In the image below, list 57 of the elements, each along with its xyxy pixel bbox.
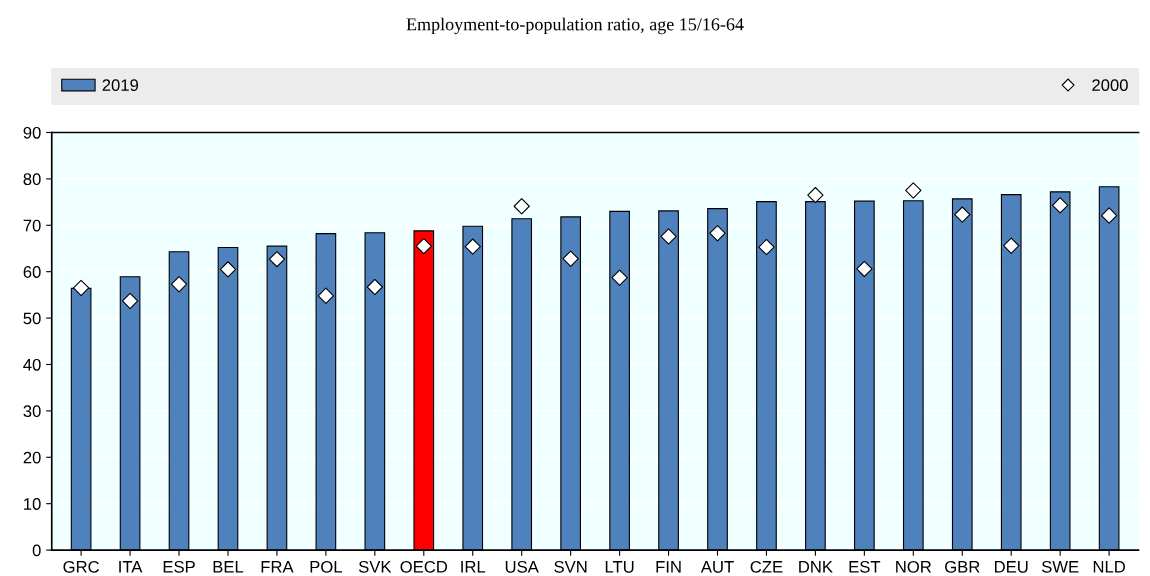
- x-tick-label: ESP: [163, 560, 195, 573]
- point: [709, 225, 726, 242]
- point: [366, 278, 383, 296]
- x-tick-label: NOR: [896, 560, 932, 573]
- x-tick-label: SWE: [1041, 560, 1079, 573]
- x-tick-label: EST: [849, 560, 881, 573]
- y-tick-label: 80: [23, 173, 41, 186]
- point: [758, 238, 775, 256]
- legend-label: 2000: [1092, 79, 1128, 92]
- x-tick-label: LTU: [605, 561, 634, 573]
- y-tick-label: 40: [23, 358, 41, 371]
- y-tick-label: 70: [23, 219, 41, 232]
- x-tick-label: CZE: [750, 560, 783, 573]
- point: [72, 279, 90, 297]
- x-tick-label: SVK: [358, 560, 392, 573]
- x-tick-label: FRA: [261, 561, 294, 573]
- x-tick-label: GRC: [63, 560, 99, 573]
- point: [1052, 197, 1069, 214]
- point: [1003, 237, 1020, 254]
- y-tick-label: 90: [23, 126, 41, 139]
- point: [268, 250, 286, 268]
- point: [562, 250, 579, 267]
- point: [905, 182, 922, 199]
- point: [954, 206, 971, 223]
- x-tick-label: FIN: [656, 561, 681, 573]
- x-tick-label: DEU: [995, 561, 1028, 573]
- point: [121, 292, 139, 310]
- legend-label: 2019: [102, 79, 139, 92]
- point: [415, 237, 432, 255]
- y-tick-label: 60: [23, 266, 41, 278]
- x-tick-label: SVN: [554, 560, 587, 573]
- y-tick-label: 50: [23, 312, 41, 325]
- y-tick-label: 20: [23, 451, 41, 464]
- point: [856, 260, 873, 278]
- x-tick-label: NLD: [1093, 561, 1125, 573]
- point: [611, 269, 628, 286]
- chart-title: Employment-to-population ratio, age 15/16-64: [406, 17, 744, 35]
- x-tick-label: BEL: [213, 561, 244, 573]
- x-tick-label: OECD: [400, 560, 448, 573]
- x-tick-label: IRL: [461, 561, 486, 573]
- point: [170, 276, 188, 293]
- y-tick-label: 10: [24, 498, 41, 510]
- x-tick-label: POL: [310, 560, 343, 573]
- point: [1100, 207, 1118, 224]
- point: [807, 186, 824, 204]
- point: [464, 238, 481, 255]
- point: [219, 261, 237, 278]
- y-tick-label: 30: [23, 405, 41, 418]
- point: [660, 228, 677, 245]
- x-tick-label: GBR: [945, 560, 980, 573]
- x-tick-label: DNK: [799, 561, 833, 573]
- point: [317, 287, 335, 304]
- x-tick-label: USA: [505, 560, 539, 573]
- y-tick-label: 0: [32, 544, 41, 557]
- point: [513, 198, 530, 215]
- x-tick-label: AUT: [700, 561, 734, 573]
- x-tick-label: ITA: [119, 561, 143, 573]
